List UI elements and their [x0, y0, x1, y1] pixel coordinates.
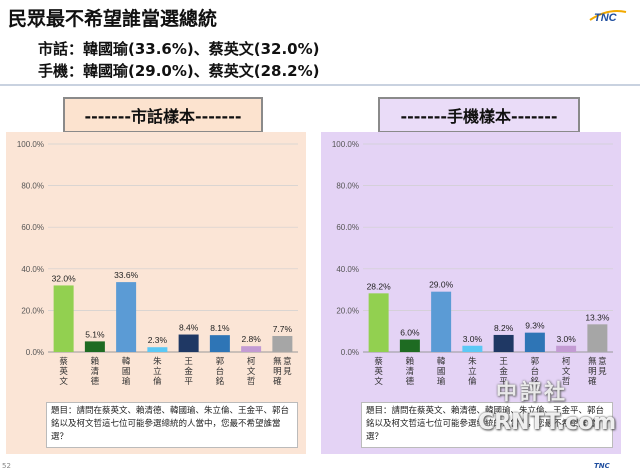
subtitle-landline: 市話：韓國瑜(33.6%)、蔡英文(32.0%)	[38, 40, 320, 58]
y-tick-label: 40.0%	[336, 265, 359, 274]
y-tick-label: 0.0%	[341, 348, 359, 357]
page-title: 民眾最不希望誰當選總統	[8, 8, 218, 30]
landline-chart: 0.0% 20.0% 40.0% 60.0% 80.0% 100.0% 32.0% 蔡英文 5.…	[17, 140, 298, 387]
bar	[462, 345, 483, 352]
page-number: 52	[2, 462, 11, 470]
mobile-chart: 0.0% 20.0% 40.0% 60.0% 80.0% 100.0% 28.2% 蔡英文 6.…	[332, 140, 613, 387]
y-tick-label: 80.0%	[21, 182, 44, 191]
bar	[368, 293, 389, 352]
bar	[493, 334, 514, 352]
bar	[524, 332, 545, 352]
y-tick-label: 80.0%	[336, 182, 359, 191]
bar-value-label: 3.0%	[556, 334, 576, 344]
x-tick-label: 王金平	[184, 357, 193, 387]
x-tick-label: 柯文哲	[247, 356, 256, 387]
x-tick-label: 柯文哲	[562, 356, 571, 387]
bar	[431, 291, 452, 352]
bar-value-label: 29.0%	[429, 280, 454, 290]
x-tick-label: 無明確意見	[588, 356, 607, 387]
bar	[272, 335, 293, 352]
bar	[399, 339, 420, 352]
bar-value-label: 8.2%	[494, 323, 514, 333]
mobile-question-text: 題目：請問在蔡英文、賴清德、韓國瑜、朱立倫、王金平、郭台銘以及柯文哲這七位可能參…	[361, 402, 613, 448]
bar-value-label: 3.0%	[463, 334, 483, 344]
bar	[53, 285, 74, 352]
landline-question-text: 題目：請問在蔡英文、賴清德、韓國瑜、朱立倫、王金平、郭台銘以及柯文哲這七位可能參…	[46, 402, 298, 448]
bar-value-label: 9.3%	[525, 321, 545, 331]
x-tick-label: 賴清德	[91, 356, 100, 387]
bar-value-label: 13.3%	[585, 312, 610, 322]
x-tick-label: 蔡英文	[374, 356, 383, 387]
bar-value-label: 2.3%	[148, 335, 168, 345]
subtitle-mobile: 手機：韓國瑜(29.0%)、蔡英文(28.2%)	[38, 62, 320, 80]
y-tick-label: 60.0%	[21, 223, 44, 232]
bar-value-label: 8.4%	[179, 323, 199, 333]
watermark-latin: CRNTT.com	[478, 410, 617, 435]
bar	[556, 345, 577, 352]
x-tick-label: 郭台銘	[216, 356, 225, 387]
bar-value-label: 7.7%	[273, 324, 293, 334]
y-tick-label: 60.0%	[336, 223, 359, 232]
mobile-chart-panel: 0.0% 20.0% 40.0% 60.0% 80.0% 100.0% 28.2% 蔡英文 6.…	[321, 132, 621, 454]
y-tick-label: 100.0%	[332, 140, 359, 149]
bar	[241, 346, 262, 352]
y-tick-label: 20.0%	[21, 306, 44, 315]
x-tick-label: 韓國瑜	[122, 356, 131, 387]
watermark-chinese: 中評社	[496, 379, 568, 404]
x-tick-label: 蔡英文	[59, 356, 68, 387]
bar-value-label: 6.0%	[400, 328, 420, 338]
x-tick-label: 王金平	[499, 357, 508, 387]
bar-value-label: 32.0%	[52, 273, 77, 283]
svg-text:TNC: TNC	[594, 12, 618, 24]
bar	[209, 335, 230, 352]
bar	[587, 324, 608, 352]
y-tick-label: 100.0%	[17, 140, 44, 149]
header-divider	[0, 84, 640, 86]
bar	[84, 341, 105, 352]
x-tick-label: 郭台銘	[531, 356, 540, 387]
bar-value-label: 5.1%	[85, 329, 105, 339]
y-tick-label: 40.0%	[21, 265, 44, 274]
tnc-logo-icon: TNC	[589, 10, 627, 24]
bar	[147, 347, 168, 352]
bar	[116, 282, 137, 352]
x-tick-label: 無明確意見	[273, 356, 292, 387]
mobile-sample-label: -------手機樣本-------	[378, 97, 580, 133]
bar-value-label: 2.8%	[241, 334, 261, 344]
landline-chart-panel: 0.0% 20.0% 40.0% 60.0% 80.0% 100.0% 32.0% 蔡英文 5.…	[6, 132, 306, 454]
crntt-watermark: 中評社 CRNTT.com	[478, 376, 618, 446]
landline-sample-label: -------市話樣本-------	[63, 97, 263, 133]
bar-value-label: 33.6%	[114, 270, 139, 280]
x-tick-label: 朱立倫	[153, 356, 162, 387]
bar	[178, 334, 199, 352]
x-tick-label: 韓國瑜	[437, 356, 446, 387]
y-tick-label: 0.0%	[26, 348, 44, 357]
x-tick-label: 賴清德	[406, 356, 415, 387]
x-tick-label: 朱立倫	[468, 356, 477, 387]
bar-value-label: 28.2%	[367, 281, 392, 291]
bar-value-label: 8.1%	[210, 323, 230, 333]
y-tick-label: 20.0%	[336, 306, 359, 315]
footer-logo: TNC	[594, 462, 610, 470]
